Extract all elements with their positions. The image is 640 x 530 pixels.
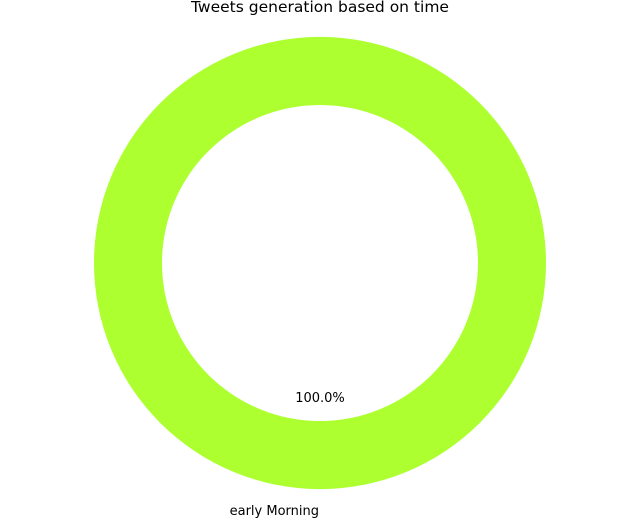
pie-slice (93, 36, 547, 490)
slice-label: early Morning (230, 504, 319, 519)
slices-layer (93, 36, 547, 490)
slice-percent-label: 100.0% (295, 391, 345, 406)
labels-layer: early Morning 100.0% (230, 391, 345, 519)
chart-title: Tweets generation based on time (190, 0, 449, 16)
